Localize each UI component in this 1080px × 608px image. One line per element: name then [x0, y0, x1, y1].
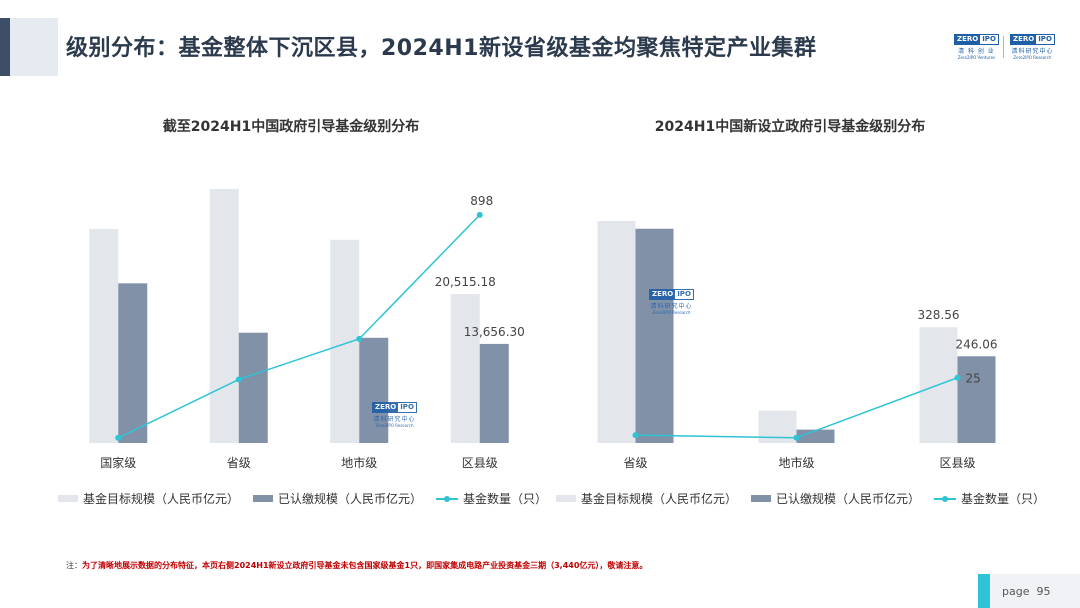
legend-item-count: 基金数量（只） [436, 490, 547, 507]
legend-item-target: 基金目标规模（人民币亿元） [58, 490, 239, 507]
watermark-logo: ZERO IPO 清科研究中心 Zero2IPO Research [649, 289, 694, 315]
point-count [115, 434, 122, 441]
legend-item-target: 基金目标规模（人民币亿元） [556, 490, 737, 507]
logo-divider [1003, 36, 1004, 58]
legend-item-paid: 已认缴规模（人民币亿元） [253, 490, 422, 507]
footnote: 注：为了清晰地展示数据的分布特征，本页右侧2024H1新设立政府引导基金未包含国… [66, 561, 648, 570]
category-label: 区县级 [462, 456, 498, 470]
data-label-count: 25 [966, 372, 981, 386]
point-count [356, 335, 363, 342]
bar-target [450, 294, 480, 443]
legend-swatch [58, 495, 78, 502]
category-label: 省级 [623, 456, 647, 470]
point-count [793, 434, 800, 441]
legend-item-paid: 已认缴规模（人民币亿元） [751, 490, 920, 507]
legend-line-swatch [934, 494, 957, 504]
zero2ipo-research-logo: ZERO IPO 清科研究中心 Zero2IPO Research [1010, 34, 1055, 60]
bar-paid [479, 343, 509, 443]
right-chart-title: 2024H1中国新设立政府引导基金级别分布 [654, 119, 926, 135]
right-chart-legend: 基金目标规模（人民币亿元） 已认缴规模（人民币亿元） 基金数量（只） [556, 490, 1059, 507]
legend-swatch [751, 495, 772, 502]
line-count [117, 214, 481, 439]
zero2ipo-ventures-logo: ZERO IPO 清 科 创 业 Zero2IPO Ventures [954, 34, 999, 60]
legend-swatch [556, 495, 576, 502]
data-label-paid: 13,656.30 [464, 325, 525, 339]
bar-target [597, 221, 636, 443]
bar-paid [635, 228, 674, 443]
category-label: 地市级 [778, 455, 814, 470]
bar-paid [796, 429, 835, 443]
page-number-badge: page 95 [978, 574, 1080, 608]
bar-target [209, 189, 239, 443]
category-label: 省级 [227, 456, 251, 470]
title-accent-bg [10, 18, 58, 76]
bar-paid [238, 332, 268, 443]
category-label: 地市级 [341, 455, 377, 470]
point-count [235, 376, 242, 383]
page-label: page [1002, 585, 1030, 598]
data-label-target: 20,515.18 [435, 275, 496, 289]
bar-target [330, 239, 360, 443]
bar-target [89, 228, 119, 443]
legend-line-swatch [436, 494, 459, 504]
left-chart-legend: 基金目标规模（人民币亿元） 已认缴规模（人民币亿元） 基金数量（只） [58, 490, 561, 507]
page-number: 95 [1036, 585, 1051, 598]
title-accent-bar [0, 18, 10, 76]
point-count [476, 211, 483, 218]
point-count [632, 432, 639, 439]
left-chart-title: 截至2024H1中国政府引导基金级别分布 [162, 119, 420, 135]
data-label-paid: 246.06 [956, 337, 998, 351]
bar-paid [359, 337, 389, 443]
watermark-logo: ZERO IPO 清科研究中心 Zero2IPO Research [372, 402, 417, 428]
page-badge-accent [978, 574, 990, 608]
category-label: 区县级 [939, 456, 975, 470]
point-count [954, 374, 961, 381]
bar-paid [118, 283, 148, 443]
category-label: 国家级 [100, 455, 136, 470]
page-title: 级别分布：基金整体下沉区县，2024H1新设省级基金均聚焦特定产业集群 [66, 36, 817, 61]
legend-swatch [253, 495, 274, 502]
data-label-target: 328.56 [918, 308, 960, 322]
data-label-count: 898 [470, 194, 493, 208]
bar-paid [957, 356, 996, 443]
legend-item-count: 基金数量（只） [934, 490, 1045, 507]
